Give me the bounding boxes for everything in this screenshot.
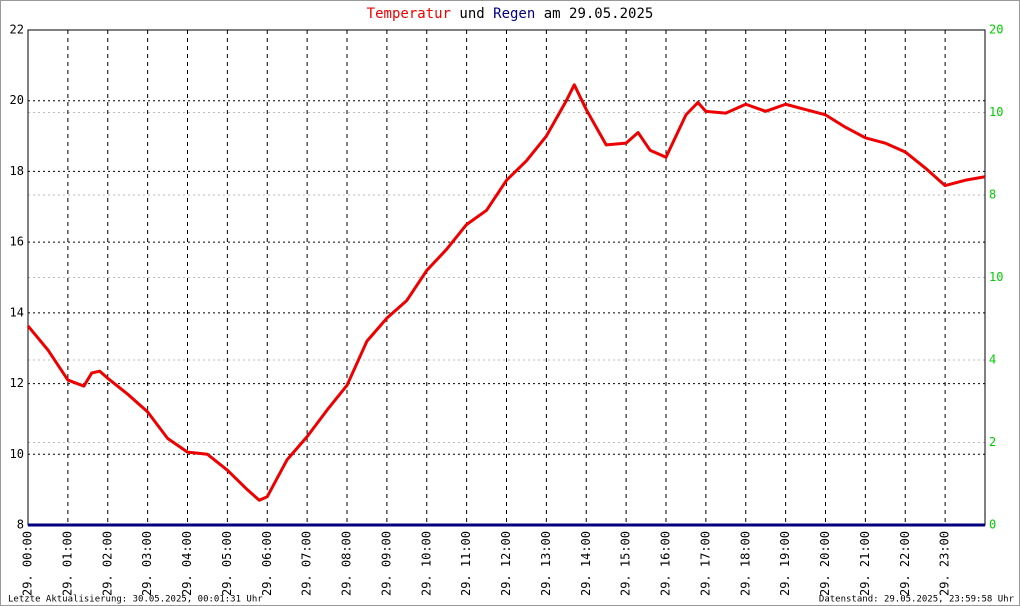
x-tick-label: 29. 08:00 [340, 531, 354, 596]
x-tick-label: 29. 17:00 [698, 531, 712, 596]
x-tick-label: 29. 19:00 [778, 531, 792, 596]
x-tick-label: 29. 13:00 [539, 531, 553, 596]
x-tick-label: 29. 11:00 [459, 531, 473, 596]
x-tick-label: 29. 12:00 [499, 531, 513, 596]
title-temp: Temperatur [367, 6, 451, 22]
x-tick-label: 29. 07:00 [300, 531, 314, 596]
y-tick-label: 10 [10, 447, 24, 461]
footer-left: Letzte Aktualisierung: 30.05.2025, 00:01… [8, 595, 263, 605]
x-tick-label: 29. 00:00 [21, 531, 35, 596]
y2-tick-label: 20 [989, 23, 1003, 37]
y-tick-label: 16 [10, 235, 24, 249]
y2-tick-label: 2 [989, 435, 996, 449]
y2-tick-label: 0 [989, 518, 996, 532]
x-tick-label: 29. 15:00 [619, 531, 633, 596]
x-tick-label: 29. 14:00 [579, 531, 593, 596]
y-tick-label: 22 [10, 23, 24, 37]
x-tick-label: 29. 01:00 [60, 531, 74, 596]
y-tick-label: 18 [10, 164, 24, 178]
title-rain: Regen [493, 6, 535, 22]
x-tick-label: 29. 23:00 [938, 531, 952, 596]
x-tick-label: 29. 03:00 [140, 531, 154, 596]
x-tick-label: 29. 21:00 [858, 531, 872, 596]
y-tick-label: 20 [10, 93, 24, 107]
x-tick-label: 29. 22:00 [898, 531, 912, 596]
x-tick-label: 29. 18:00 [738, 531, 752, 596]
x-tick-label: 29. 04:00 [180, 531, 194, 596]
x-tick-label: 29. 10:00 [419, 531, 433, 596]
x-tick-label: 29. 05:00 [220, 531, 234, 596]
x-tick-label: 29. 20:00 [818, 531, 832, 596]
footer-right: Datenstand: 29.05.2025, 23:59:58 Uhr [819, 595, 1015, 605]
x-tick-label: 29. 09:00 [379, 531, 393, 596]
y-tick-label: 8 [17, 518, 24, 532]
chart-title: Temperatur und Regen am 29.05.2025 [367, 6, 654, 22]
y2-tick-label: 8 [989, 188, 996, 202]
series-line [26, 83, 986, 502]
y-tick-label: 12 [10, 376, 24, 390]
x-tick-label: 29. 06:00 [260, 531, 274, 596]
x-tick-label: 29. 16:00 [659, 531, 673, 596]
x-tick-label: 29. 02:00 [100, 531, 114, 596]
title-date: am 29.05.2025 [544, 6, 654, 22]
title-and: und [459, 6, 484, 22]
y-tick-label: 14 [10, 305, 24, 319]
y2-tick-label: 4 [989, 353, 996, 367]
y2-tick-label: 10 [989, 105, 1003, 119]
y2-tick-label: 10 [989, 270, 1003, 284]
